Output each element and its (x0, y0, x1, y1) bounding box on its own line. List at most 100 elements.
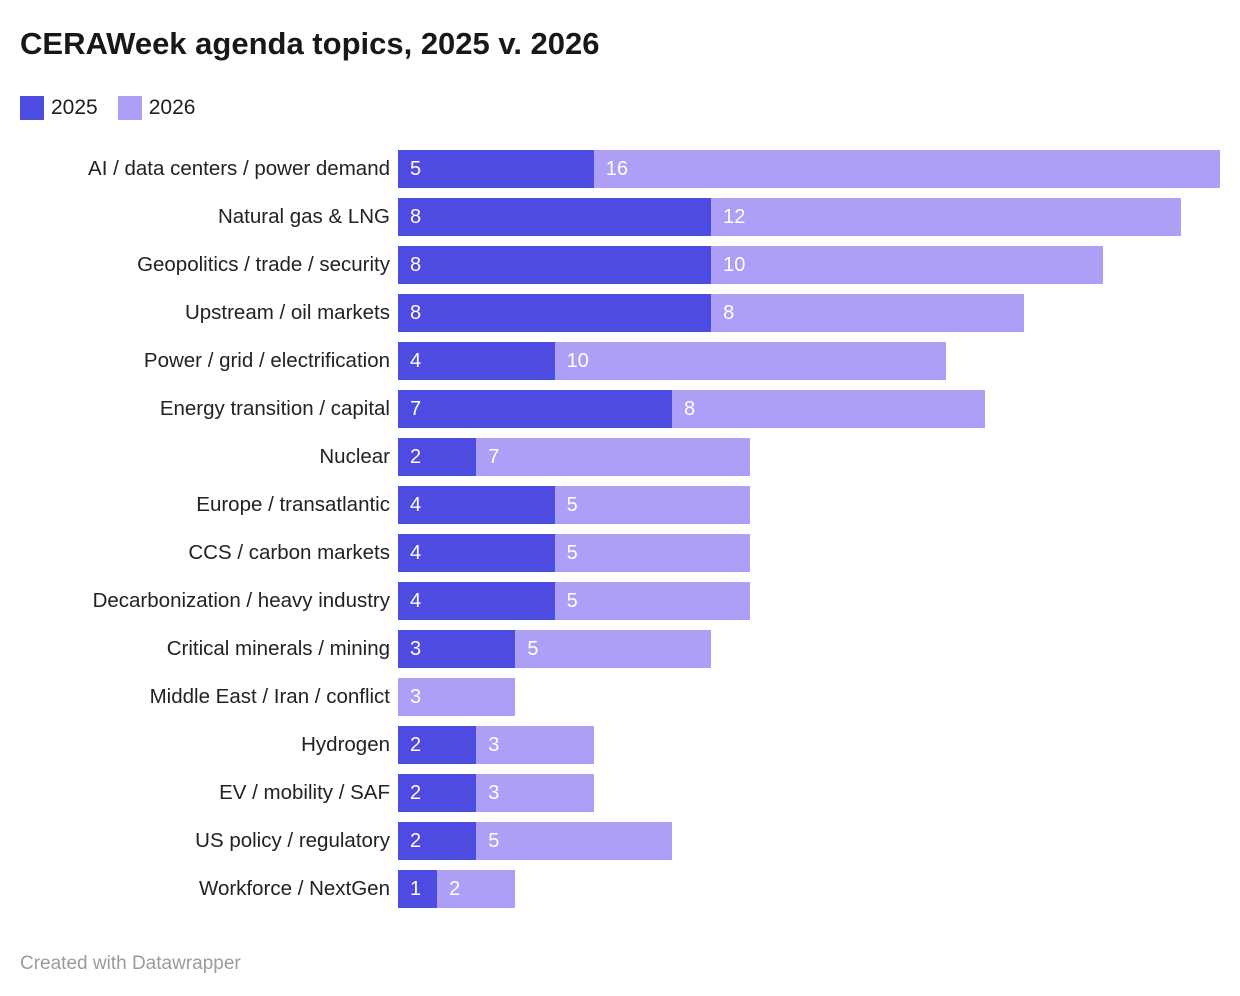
legend-label: 2025 (51, 96, 98, 119)
bar-segment-2025: 2 (398, 822, 477, 860)
bar-segment-2026: 3 (398, 678, 516, 716)
bar-segment-2025: 8 (398, 198, 712, 236)
bar-value-label: 2 (410, 830, 422, 852)
bar-segment-2025: 4 (398, 486, 555, 524)
bar-segment-2026: 7 (476, 438, 751, 476)
bar-value-label: 3 (488, 734, 500, 756)
bar-segment-2026: 5 (476, 822, 672, 860)
category-label: Europe / transatlantic (196, 493, 390, 516)
bar-value-label: 5 (410, 158, 422, 180)
bar-segment-2026: 16 (593, 150, 1220, 188)
bar-value-label: 5 (527, 638, 539, 660)
bar-row: Middle East / Iran / conflict 3 (20, 678, 1220, 716)
bar-track: 5 16 (398, 150, 1220, 188)
legend-swatch-2026 (117, 96, 142, 120)
bar-value-label: 10 (566, 350, 589, 372)
bar-row: Upstream / oil markets 8 8 (20, 294, 1220, 332)
bar-row: Critical minerals / mining 3 5 (20, 630, 1220, 668)
bar-segment-2025: 4 (398, 582, 555, 620)
bar-segment-2025: 4 (398, 534, 555, 572)
bar-value-label: 8 (683, 398, 696, 420)
legend-label: 2026 (148, 96, 196, 119)
bar-segment-2025: 2 (398, 726, 477, 764)
category-label: Power / grid / electrification (143, 349, 390, 372)
category-label: US policy / regulatory (195, 829, 390, 852)
bar-row: AI / data centers / power demand 5 16 (20, 150, 1220, 188)
bar-segment-2026: 5 (554, 534, 751, 572)
legend-item-2025: 2025 (20, 96, 98, 120)
bar-value-label: 16 (605, 158, 628, 180)
category-label: Critical minerals / mining (166, 637, 390, 660)
bar-value-label: 2 (449, 878, 461, 900)
bar-value-label: 4 (410, 494, 422, 516)
bar-row: Power / grid / electrification 4 10 (20, 342, 1220, 380)
bar-segment-2025: 2 (398, 438, 477, 476)
bar-value-label: 8 (410, 254, 422, 276)
category-label: EV / mobility / SAF (219, 781, 390, 804)
bar-value-label: 5 (566, 542, 578, 564)
bar-segment-2025: 8 (398, 294, 712, 332)
category-label: Hydrogen (301, 733, 390, 756)
bar-row: Workforce / NextGen 1 2 (20, 870, 1220, 908)
bar-segment-2025: 3 (398, 630, 516, 668)
category-label: Decarbonization / heavy industry (92, 589, 390, 612)
bar-value-label: 10 (723, 254, 746, 276)
bar-segment-2026: 3 (476, 774, 594, 812)
bar-segment-2026: 5 (554, 486, 751, 524)
category-label: Workforce / NextGen (198, 877, 390, 900)
bar-segment-2026: 10 (711, 246, 1103, 284)
bar-track: 4 10 (398, 342, 1220, 380)
bar-row: Hydrogen 2 3 (20, 726, 1220, 764)
bar-value-label: 5 (566, 590, 578, 612)
bar-segment-2025: 7 (398, 390, 672, 428)
bar-value-label: 8 (723, 302, 735, 324)
bar-segment-2026: 12 (711, 198, 1181, 236)
bar-row: EV / mobility / SAF 2 3 (20, 774, 1220, 812)
category-label: Natural gas & LNG (217, 205, 390, 228)
bar-value-label: 8 (410, 302, 422, 324)
legend-item-2026: 2026 (117, 96, 196, 120)
bar-value-label: 7 (410, 398, 422, 420)
bar-track: 8 10 (398, 246, 1220, 284)
bar-value-label: 8 (410, 206, 422, 228)
bar-row: CCS / carbon markets 4 5 (20, 534, 1220, 572)
chart-title: CERAWeek agenda topics, 2025 v. 2026 (20, 26, 600, 61)
bar-row: Decarbonization / heavy industry 4 5 (20, 582, 1220, 620)
bar-row: Natural gas & LNG 8 12 (20, 198, 1220, 236)
bar-row: Geopolitics / trade / security 8 10 (20, 246, 1220, 284)
bar-value-label: 4 (410, 542, 422, 564)
bar-segment-2026: 8 (711, 294, 1025, 332)
category-label: Upstream / oil markets (184, 301, 390, 324)
bar-value-label: 3 (488, 782, 500, 804)
bar-segment-2026: 10 (554, 342, 946, 380)
bar-segment-2026: 3 (476, 726, 594, 764)
bar-row: Energy transition / capital 7 8 (20, 390, 1220, 428)
bar-track: 8 12 (398, 198, 1220, 236)
bar-value-label: 3 (410, 686, 422, 708)
bar-segment-2026: 5 (554, 582, 751, 620)
category-label: Energy transition / capital (159, 397, 390, 420)
legend-swatch-2025 (20, 96, 44, 120)
bar-segment-2025: 8 (398, 246, 712, 284)
category-label: AI / data centers / power demand (88, 157, 390, 180)
bar-value-label: 12 (723, 206, 746, 228)
datawrapper-attribution[interactable]: Created with Datawrapper (20, 953, 241, 974)
bar-row: Europe / transatlantic 4 5 (20, 486, 1220, 524)
bar-row: Nuclear 2 7 (20, 438, 1220, 476)
bar-value-label: 7 (488, 446, 500, 468)
bar-value-label: 5 (566, 494, 578, 516)
category-label: CCS / carbon markets (188, 541, 390, 564)
bar-value-label: 2 (410, 734, 422, 756)
bar-segment-2026: 8 (671, 390, 986, 428)
bar-segment-2025: 5 (398, 150, 594, 188)
bar-segment-2025: 2 (398, 774, 477, 812)
bar-value-label: 5 (488, 830, 500, 852)
bar-value-label: 1 (410, 878, 422, 900)
